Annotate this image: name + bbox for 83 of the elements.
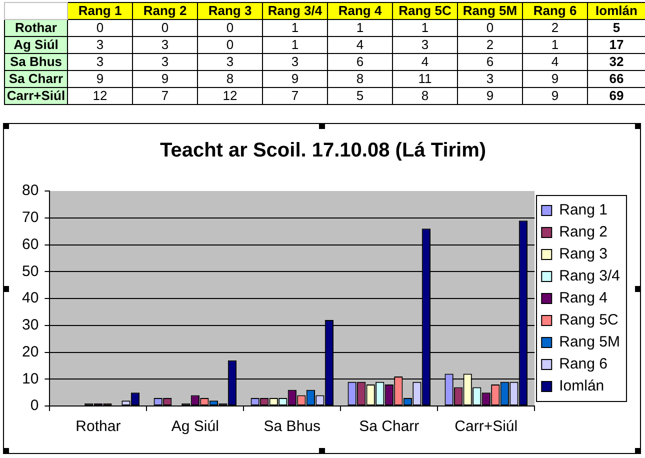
data-label: 8 (392, 88, 458, 104)
data-label: 3 (198, 54, 262, 70)
y-tick-label: 20 (22, 343, 39, 360)
data-label: 66 (588, 70, 645, 88)
data-label: 3 (68, 36, 132, 54)
data-label: 8 (198, 70, 262, 88)
x-tick-label: Rang 3/4 (262, 2, 328, 20)
data-label: 3 (68, 54, 132, 70)
x-tick-label: Rothar (76, 418, 121, 436)
x-tick-label: Rang 5C (392, 2, 458, 20)
x-tick-label: Rang 5M (458, 2, 522, 20)
data-label: 9 (68, 70, 132, 88)
x-tick-label: Iomlán (588, 2, 645, 20)
y-tick-label: Sa Charr (4, 70, 68, 88)
y-tick-label: 0 (30, 397, 39, 414)
data-label: 0 (198, 36, 262, 54)
x-tick-label: Rang 1 (68, 2, 132, 20)
data-label: 8 (328, 70, 392, 88)
legend-label: Rang 5M (559, 334, 620, 351)
y-tick-label: Rothar (4, 20, 68, 36)
data-label: 5 (328, 88, 392, 104)
data-label: 9 (262, 70, 328, 88)
data-label: 0 (132, 20, 198, 36)
data-label: 4 (522, 54, 588, 70)
x-tick-label: Ag Siúl (171, 418, 219, 436)
data-label: 1 (328, 20, 392, 36)
x-tick-label: Sa Charr (359, 418, 420, 436)
data-label: 1 (522, 36, 588, 54)
data-label: 12 (198, 88, 262, 104)
x-tick-label: Rang 6 (522, 2, 588, 20)
data-label: 69 (588, 88, 645, 104)
data-label: 3 (392, 36, 458, 54)
data-label: 9 (522, 88, 588, 104)
data-label: 3 (458, 70, 522, 88)
data-label: 4 (328, 36, 392, 54)
data-label: 6 (458, 54, 522, 70)
data-label: 12 (68, 88, 132, 104)
x-tick-label: Rang 3 (198, 2, 262, 20)
y-tick-label: 60 (22, 236, 39, 253)
x-tick-label: Rang 4 (328, 2, 392, 20)
y-tick-label: 70 (22, 209, 39, 226)
y-tick-label: 30 (22, 316, 39, 334)
legend-label: Rang 6 (559, 356, 608, 373)
data-label: 1 (262, 36, 328, 54)
data-label: 7 (262, 88, 328, 104)
data-label: 17 (588, 36, 645, 54)
data-label: 9 (522, 70, 588, 88)
data-label: 2 (522, 20, 588, 36)
chart-title: Teacht ar Scoil. 17.10.08 (Lá Tirim) (160, 140, 486, 162)
data-label: 3 (262, 54, 328, 70)
data-label: 11 (392, 70, 458, 88)
y-tick-label: 80 (22, 182, 39, 200)
data-label: 0 (198, 20, 262, 36)
y-tick-label: Sa Bhus (4, 54, 68, 70)
legend-label: Rang 2 (559, 224, 608, 241)
y-tick-label: Carr+Siúl (4, 88, 68, 104)
legend-label: Rang 3 (559, 246, 608, 263)
legend-label: Rang 5C (559, 312, 618, 329)
y-tick-label: 10 (22, 370, 39, 388)
data-label: 9 (132, 70, 198, 88)
x-tick-label: Rang 2 (132, 2, 198, 20)
data-label: 3 (132, 36, 198, 54)
data-label: 4 (392, 54, 458, 70)
data-label: 9 (458, 88, 522, 104)
legend-label: Rang 1 (559, 202, 608, 219)
legend-label: Iomlán (559, 378, 604, 395)
data-label: 5 (588, 20, 645, 36)
x-tick-label: Carr+Siúl (454, 418, 518, 436)
data-label: 7 (132, 88, 198, 104)
data-label: 6 (328, 54, 392, 70)
data-label: 0 (68, 20, 132, 36)
data-label: 2 (458, 36, 522, 54)
data-label: 1 (392, 20, 458, 36)
data-label: 1 (262, 20, 328, 36)
data-label: 0 (458, 20, 522, 36)
data-label: 3 (132, 54, 198, 70)
legend-label: Rang 3/4 (559, 268, 620, 285)
y-tick-label: Ag Siúl (4, 36, 68, 54)
y-tick-label: 40 (22, 290, 39, 307)
data-label: 32 (588, 54, 645, 70)
y-tick-label: 50 (22, 262, 39, 280)
legend-label: Rang 4 (559, 290, 608, 307)
x-tick-label: Sa Bhus (264, 418, 321, 436)
